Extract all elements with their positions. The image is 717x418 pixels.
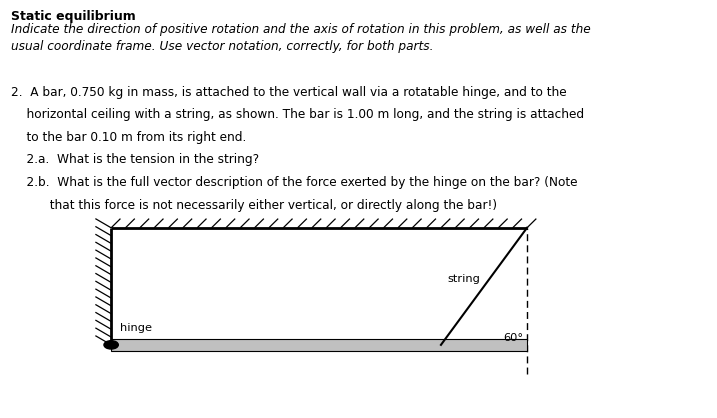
Text: 2.b.  What is the full vector description of the force exerted by the hinge on t: 2.b. What is the full vector description… <box>11 176 577 189</box>
Text: Static equilibrium: Static equilibrium <box>11 10 136 23</box>
Text: 60°: 60° <box>503 333 523 343</box>
Text: Indicate the direction of positive rotation and the axis of rotation in this pro: Indicate the direction of positive rotat… <box>11 23 591 54</box>
Text: that this force is not necessarily either vertical, or directly along the bar!): that this force is not necessarily eithe… <box>11 199 497 212</box>
Bar <box>111 339 527 351</box>
Text: 2.  A bar, 0.750 kg in mass, is attached to the vertical wall via a rotatable hi: 2. A bar, 0.750 kg in mass, is attached … <box>11 86 566 99</box>
Circle shape <box>104 341 118 349</box>
Text: horizontal ceiling with a string, as shown. The bar is 1.00 m long, and the stri: horizontal ceiling with a string, as sho… <box>11 108 584 121</box>
Text: 2.a.  What is the tension in the string?: 2.a. What is the tension in the string? <box>11 153 259 166</box>
Text: hinge: hinge <box>120 323 152 333</box>
Text: string: string <box>447 274 480 284</box>
Text: to the bar 0.10 m from its right end.: to the bar 0.10 m from its right end. <box>11 131 246 144</box>
